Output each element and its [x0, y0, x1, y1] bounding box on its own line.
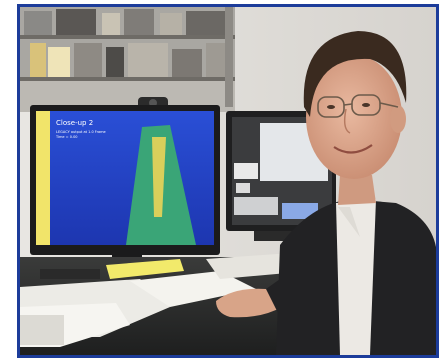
- bookshelf: [20, 7, 235, 112]
- left-monitor: Close-up 2 LEGACY output at 1.0 Frame Ti…: [30, 105, 220, 267]
- hair: [303, 31, 407, 117]
- monitor-caption-1: LEGACY output at 1.0 Frame: [56, 130, 106, 134]
- photo-frame: Close-up 2 LEGACY output at 1.0 Frame Ti…: [17, 4, 439, 358]
- face: [306, 55, 402, 179]
- office-photo: Close-up 2 LEGACY output at 1.0 Frame Ti…: [20, 7, 436, 355]
- glasses: [317, 94, 399, 118]
- monitor-title: Close-up 2: [56, 119, 93, 127]
- shelf-post: [225, 7, 233, 107]
- hand: [216, 288, 282, 318]
- person: [216, 31, 436, 355]
- right-monitor: [226, 111, 336, 241]
- monitor-caption-2: Time = 0.00: [55, 135, 78, 139]
